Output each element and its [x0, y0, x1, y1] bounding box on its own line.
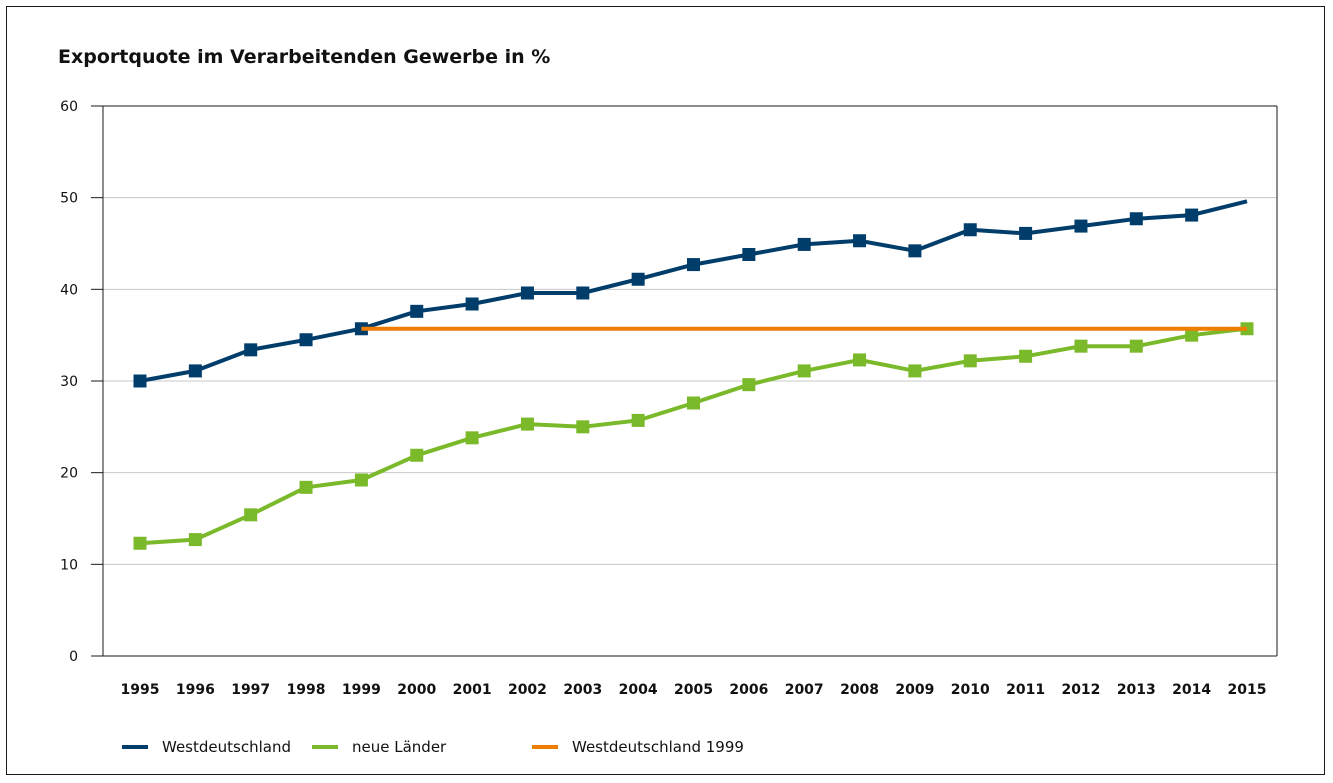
y-tick-label: 30	[60, 374, 78, 390]
data-point	[244, 343, 258, 357]
x-tick-label: 1997	[231, 682, 270, 698]
data-point	[465, 297, 479, 311]
x-tick-label: 2007	[785, 682, 824, 698]
y-tick-label: 60	[60, 99, 78, 115]
y-tick-label: 50	[60, 191, 78, 207]
x-tick-label: 2011	[1006, 682, 1045, 698]
x-tick-label: 2005	[674, 682, 713, 698]
x-tick-label: 2013	[1117, 682, 1156, 698]
data-point	[853, 234, 867, 248]
data-point	[797, 237, 811, 251]
x-tick-label: 1996	[176, 682, 215, 698]
data-point	[742, 378, 756, 392]
data-point	[631, 272, 645, 286]
data-point	[299, 480, 313, 494]
x-tick-label: 2003	[563, 682, 602, 698]
x-tick-label: 1998	[287, 682, 326, 698]
data-point	[1129, 339, 1143, 353]
data-point	[188, 533, 202, 547]
legend-item-2: Westdeutschland 1999	[532, 738, 744, 756]
series-line	[139, 326, 1248, 546]
x-tick-label: 2010	[951, 682, 990, 698]
series-layer	[133, 199, 1254, 550]
x-tick-label: 1995	[121, 682, 160, 698]
y-tick-label: 20	[60, 466, 78, 482]
x-tick-label: 2002	[508, 682, 547, 698]
data-point	[244, 508, 258, 522]
x-tick-label: 2009	[895, 682, 934, 698]
grid-lines	[103, 105, 1277, 565]
data-point	[1074, 219, 1088, 233]
data-point	[1185, 208, 1199, 222]
data-point	[963, 354, 977, 368]
data-point	[687, 258, 700, 272]
legend-item-1: neue Länder	[312, 738, 447, 756]
y-tick-label: 0	[69, 649, 78, 665]
data-point	[133, 374, 147, 388]
legend: Westdeutschland neue Länder Westdeutschlan…	[122, 738, 744, 756]
data-point	[1185, 328, 1199, 342]
data-point	[963, 223, 977, 237]
data-point	[576, 420, 590, 434]
data-point	[410, 448, 424, 462]
data-point	[742, 248, 756, 261]
series-0	[133, 199, 1248, 388]
x-axis-ticks: 1995 1996 1997 1998 1999 2000 2001 2002 2003 2004…	[121, 682, 1267, 698]
data-point	[687, 396, 700, 410]
data-point	[299, 333, 313, 347]
x-tick-label: 2000	[397, 682, 436, 698]
data-point	[188, 364, 202, 378]
data-point	[908, 244, 922, 258]
data-point	[631, 413, 645, 427]
x-tick-label: 2004	[619, 682, 658, 698]
data-point	[133, 536, 147, 550]
data-point	[1019, 226, 1033, 240]
x-tick-label: 2014	[1172, 682, 1211, 698]
x-tick-label: 2008	[840, 682, 879, 698]
data-point	[797, 364, 811, 378]
data-point	[576, 286, 590, 300]
x-tick-label: 2015	[1228, 682, 1267, 698]
data-point	[853, 353, 867, 367]
data-point	[1074, 339, 1088, 353]
x-tick-label: 2012	[1061, 682, 1100, 698]
data-point	[908, 364, 922, 378]
data-point	[1129, 212, 1143, 226]
legend-label: Westdeutschland	[162, 738, 291, 756]
data-point	[465, 431, 479, 445]
legend-label: neue Länder	[352, 738, 447, 756]
chart-title: Exportquote im Verarbeitenden Gewerbe in…	[58, 46, 551, 68]
legend-item-0: Westdeutschland	[122, 738, 291, 756]
x-tick-label: 1999	[342, 682, 381, 698]
data-point	[520, 417, 534, 431]
series-1	[133, 322, 1254, 550]
data-point	[410, 304, 424, 318]
chart-frame	[6, 6, 1325, 775]
data-point	[1019, 349, 1033, 363]
x-tick-label: 2006	[729, 682, 768, 698]
legend-label: Westdeutschland 1999	[572, 738, 744, 756]
y-tick-label: 40	[60, 282, 78, 298]
x-tick-label: 2001	[453, 682, 492, 698]
data-point	[520, 286, 534, 300]
y-axis-ticks: 0 10 20 30 40 50 60	[60, 99, 103, 665]
y-tick-label: 10	[60, 557, 78, 573]
data-point	[354, 473, 368, 487]
